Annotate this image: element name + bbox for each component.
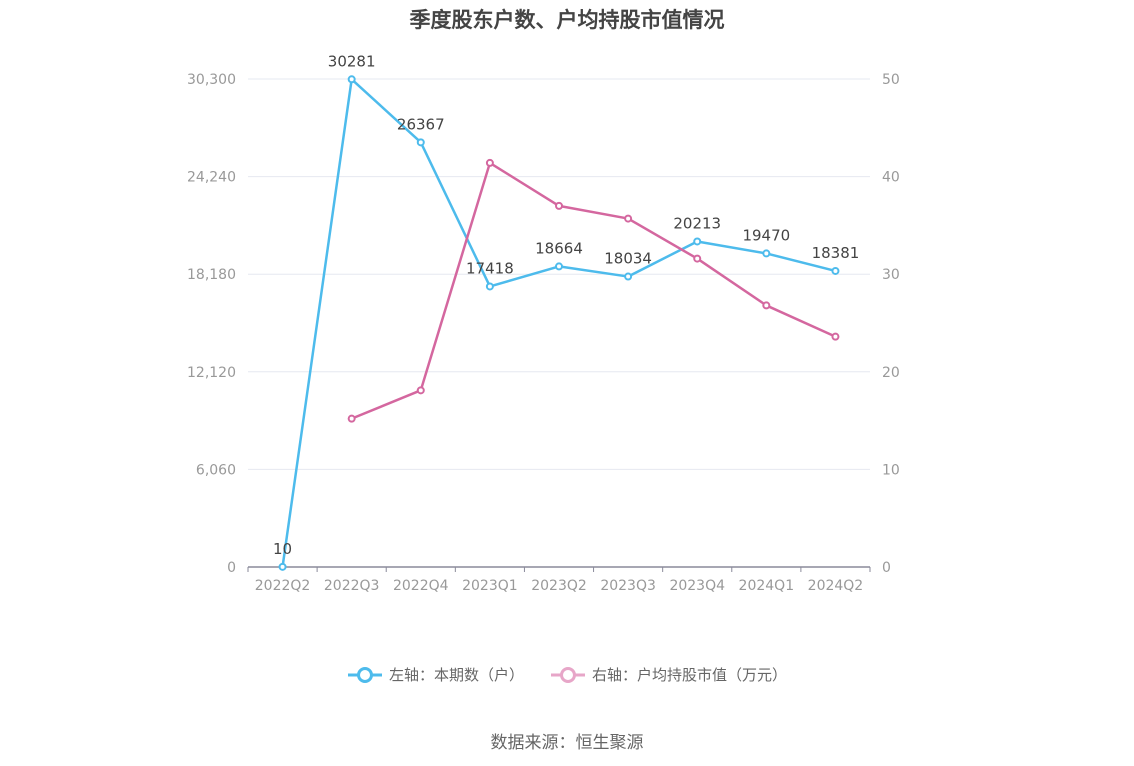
- y-right-tick-label: 30: [882, 267, 900, 283]
- legend-item-right-axis[interactable]: 右轴：户均持股市值（万元）: [550, 664, 787, 685]
- x-tick-label: 2023Q1: [462, 578, 518, 594]
- y-left-tick-label: 12,120: [187, 365, 236, 381]
- data-point-holders: [624, 272, 633, 281]
- chart-title: 季度股东户数、户均持股市值情况: [409, 8, 725, 32]
- series-line-avg-value: [351, 161, 836, 420]
- data-point-avg-value: [693, 254, 702, 263]
- data-point-holders: [762, 249, 771, 258]
- legend-label: 左轴：本期数（户）: [388, 666, 524, 684]
- data-point-holders: [347, 75, 356, 84]
- data-point-avg-value: [762, 301, 771, 310]
- x-tick-label: 2024Q2: [808, 578, 864, 594]
- data-point-holders: [831, 266, 840, 275]
- grid-lines: [248, 78, 870, 470]
- data-label: 18381: [812, 244, 860, 262]
- legend: 左轴：本期数（户） 右轴：户均持股市值（万元）: [0, 664, 1134, 685]
- legend-item-left-axis[interactable]: 左轴：本期数（户）: [347, 664, 524, 685]
- legend-label: 右轴：户均持股市值（万元）: [592, 666, 788, 684]
- y-left-tick-label: 30,300: [187, 72, 236, 88]
- data-label: 19470: [742, 226, 790, 244]
- x-tick-label: 2023Q3: [600, 578, 656, 594]
- y-right-tick-label: 50: [882, 72, 900, 88]
- data-label: 17418: [466, 259, 514, 277]
- y-left-tick-label: 6,060: [196, 462, 236, 478]
- data-label: 30281: [328, 52, 376, 70]
- data-point-holders: [555, 262, 563, 271]
- series-lines: [278, 75, 840, 571]
- data-label: 20213: [673, 214, 721, 232]
- data-point-holders: [416, 138, 425, 147]
- data-point-avg-value: [624, 214, 633, 223]
- data-label: 18034: [604, 250, 652, 268]
- y-right-tick-label: 40: [882, 170, 900, 186]
- data-point-holders: [693, 237, 702, 246]
- data-point-holders: [278, 562, 287, 571]
- y-right-tick-label: 10: [882, 462, 900, 478]
- data-label: 18664: [535, 239, 583, 257]
- data-label: 10: [273, 540, 292, 558]
- y-right-tick-label: 20: [882, 365, 900, 381]
- y-right-tick-label: 0: [882, 560, 891, 576]
- y-left-tick-label: 24,240: [187, 170, 236, 186]
- x-tick-label: 2022Q4: [393, 578, 449, 594]
- x-tick-label: 2024Q1: [739, 578, 795, 594]
- circle-line-icon: [347, 666, 382, 683]
- axes: 0 0 6,060 10 12,120 20 18,180 30 24,240 40 30,300 5…: [187, 72, 900, 594]
- x-tick-label: 2023Q4: [669, 578, 725, 594]
- x-tick-label: 2023Q2: [531, 578, 587, 594]
- x-tick-label: 2022Q2: [255, 578, 311, 594]
- source-note: 数据来源：恒生聚源: [490, 733, 644, 753]
- data-point-holders: [485, 282, 494, 291]
- data-point-avg-value: [347, 414, 356, 423]
- x-tick-label: 2022Q3: [324, 578, 380, 594]
- series-line-holders: [281, 78, 836, 568]
- circle-line-icon: [551, 666, 585, 683]
- data-label: 26367: [397, 115, 445, 133]
- y-left-tick-label: 18,180: [187, 267, 236, 283]
- data-labels: 10 30281 26367 17418 18664 18034 20213 19470 183…: [273, 52, 859, 558]
- y-left-tick-label: 0: [227, 560, 236, 576]
- data-point-avg-value: [831, 332, 840, 341]
- data-point-avg-value: [485, 158, 494, 167]
- data-point-avg-value: [416, 386, 425, 395]
- data-point-avg-value: [555, 201, 563, 210]
